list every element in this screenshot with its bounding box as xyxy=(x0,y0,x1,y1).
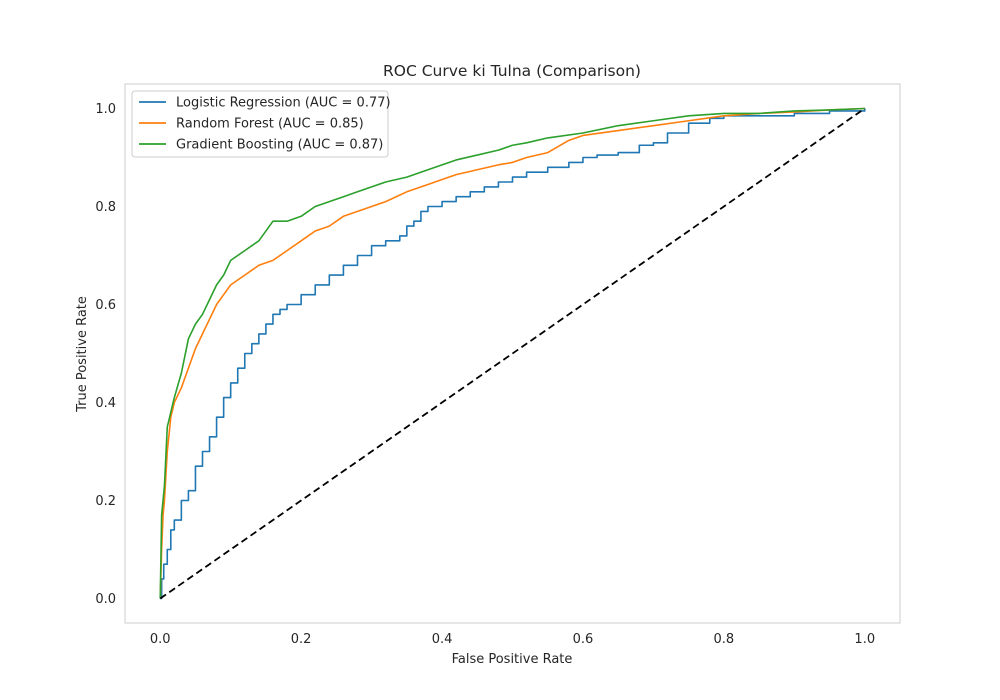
legend: Logistic Regression (AUC = 0.77) Random F… xyxy=(131,90,391,158)
y-tick-label: 1.0 xyxy=(95,102,116,117)
legend-label: Gradient Boosting (AUC = 0.87) xyxy=(176,138,383,153)
x-tick-label: 0.4 xyxy=(432,632,453,647)
chart-title: ROC Curve ki Tulna (Comparison) xyxy=(383,62,641,80)
series-line-1 xyxy=(159,107,865,599)
y-tick-label: 0.0 xyxy=(95,592,116,607)
series-lines xyxy=(159,107,866,600)
x-axis-ticks: 0.0 0.2 0.4 0.6 0.8 1.0 xyxy=(150,632,875,647)
legend-label: Random Forest (AUC = 0.85) xyxy=(176,117,364,132)
y-tick-label: 0.6 xyxy=(95,298,116,313)
x-tick-label: 0.8 xyxy=(714,632,735,647)
legend-label: Logistic Regression (AUC = 0.77) xyxy=(176,96,391,111)
y-axis-label: True Positive Rate xyxy=(75,296,90,413)
x-axis-label: False Positive Rate xyxy=(452,652,573,667)
y-axis-ticks: 0.0 0.2 0.4 0.6 0.8 1.0 xyxy=(95,102,116,607)
legend-box xyxy=(131,90,389,158)
x-tick-label: 1.0 xyxy=(854,632,875,647)
y-tick-label: 0.8 xyxy=(95,200,116,215)
y-tick-label: 0.4 xyxy=(95,396,116,411)
x-tick-label: 0.0 xyxy=(150,632,171,647)
x-tick-label: 0.6 xyxy=(573,632,594,647)
y-tick-label: 0.2 xyxy=(95,494,116,509)
x-tick-label: 0.2 xyxy=(291,632,312,647)
series-line-0 xyxy=(160,108,866,600)
series-line-2 xyxy=(159,107,865,599)
chance-diagonal-line xyxy=(159,107,866,600)
